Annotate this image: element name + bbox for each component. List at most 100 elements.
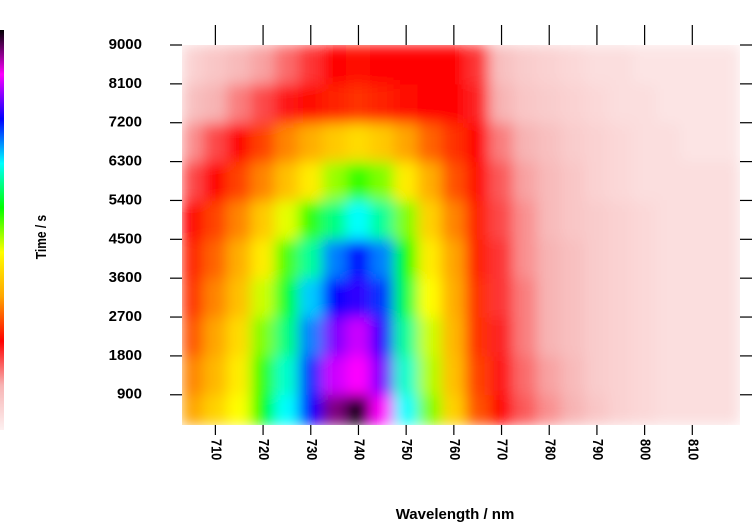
heatmap-cell <box>441 122 467 163</box>
y-tick-label: 3600 <box>109 269 142 286</box>
heatmap-cell <box>536 277 562 318</box>
heatmap-cell <box>703 122 740 163</box>
heatmap-cell <box>346 316 371 357</box>
heatmap-cell <box>369 45 395 85</box>
heatmap-cell <box>202 316 228 357</box>
heatmap-cell <box>560 238 586 279</box>
heatmap-cell <box>656 83 681 124</box>
heatmap-cell <box>656 122 681 163</box>
heatmap-cell <box>417 199 443 240</box>
heatmap-cell <box>298 277 324 318</box>
heatmap-cell <box>393 45 419 85</box>
plot-area <box>182 45 740 425</box>
heatmap-cell <box>679 199 705 240</box>
heatmap-cell <box>584 355 610 396</box>
x-tick-label: 760 <box>447 439 464 460</box>
x-axis-title: Wavelength / nm <box>396 506 515 523</box>
heatmap-cell <box>489 199 514 240</box>
heatmap-cell <box>560 277 586 318</box>
heatmap-cell <box>536 394 562 425</box>
heatmap-cell <box>202 122 228 163</box>
heatmap-cell <box>512 122 538 163</box>
heatmap-cell <box>679 45 705 85</box>
heatmap-cell <box>441 83 467 124</box>
y-tick-label: 900 <box>117 386 142 403</box>
heatmap-cell <box>584 45 610 85</box>
heatmap-cell <box>441 355 467 396</box>
heatmap-cell <box>489 45 514 85</box>
heatmap-cell <box>584 316 610 357</box>
heatmap-cell <box>632 45 658 85</box>
heatmap-cell <box>489 316 514 357</box>
heatmap-cell <box>584 122 610 163</box>
heatmap-cell <box>703 277 740 318</box>
heatmap-cell <box>226 316 252 357</box>
heatmap-cell <box>703 238 740 279</box>
heatmap-cell <box>322 238 348 279</box>
heatmap-cell <box>322 83 348 124</box>
heatmap-cell <box>369 199 395 240</box>
heatmap-cell <box>202 199 228 240</box>
heatmap-cell <box>393 199 419 240</box>
heatmap-cell <box>584 161 610 201</box>
heatmap-cell <box>369 277 395 318</box>
heatmap-cell <box>202 83 228 124</box>
heatmap-cell <box>679 161 705 201</box>
y-tick-label: 4500 <box>109 230 142 247</box>
heatmap-cell <box>393 355 419 396</box>
heatmap-cell <box>465 355 491 396</box>
heatmap-cell <box>250 238 276 279</box>
y-tick-label: 1800 <box>109 347 142 364</box>
heatmap-cell <box>226 45 252 85</box>
heatmap-cell <box>322 199 348 240</box>
heatmap-cell <box>322 122 348 163</box>
heatmap-cell <box>250 199 276 240</box>
heatmap-cell <box>226 277 252 318</box>
heatmap-cell <box>632 83 658 124</box>
heatmap-cell <box>346 161 371 201</box>
heatmap-cell <box>512 355 538 396</box>
heatmap-cell <box>489 355 514 396</box>
heatmap-cell <box>584 394 610 425</box>
heatmap-cell <box>417 161 443 201</box>
heatmap-cell <box>536 161 562 201</box>
heatmap-cell <box>560 355 586 396</box>
heatmap-cell <box>226 83 252 124</box>
heatmap-cell <box>182 394 204 425</box>
heatmap-cell <box>560 161 586 201</box>
heatmap-cell <box>512 394 538 425</box>
heatmap-cell <box>608 45 634 85</box>
heatmap-cell <box>441 161 467 201</box>
heatmap-cell <box>250 394 276 425</box>
heatmap-cell <box>679 83 705 124</box>
heatmap-cell <box>632 161 658 201</box>
heatmap-cell <box>226 122 252 163</box>
heatmap-cell <box>512 277 538 318</box>
heatmap-cell <box>512 45 538 85</box>
heatmap-cell <box>632 238 658 279</box>
heatmap-cell <box>489 122 514 163</box>
heatmap-cell <box>536 45 562 85</box>
heatmap-cell <box>679 238 705 279</box>
heatmap-cell <box>489 161 514 201</box>
heatmap-cell <box>226 355 252 396</box>
heatmap-cell <box>274 316 300 357</box>
heatmap-cell <box>250 161 276 201</box>
heatmap-cell <box>226 394 252 425</box>
heatmap-cell <box>298 355 324 396</box>
heatmap-cell <box>656 316 681 357</box>
heatmap-cell <box>465 238 491 279</box>
heatmap-cell <box>202 45 228 85</box>
heatmap-cell <box>322 355 348 396</box>
heatmap-cell <box>465 394 491 425</box>
heatmap-cell <box>632 394 658 425</box>
heatmap-cell <box>417 45 443 85</box>
heatmap-cell <box>656 199 681 240</box>
heatmap-cell <box>322 394 348 425</box>
heatmap-cell <box>656 238 681 279</box>
heatmap-cell <box>417 122 443 163</box>
heatmap-cell <box>441 394 467 425</box>
heatmap-cell <box>703 355 740 396</box>
heatmap-cell <box>298 83 324 124</box>
heatmap-cell <box>346 122 371 163</box>
